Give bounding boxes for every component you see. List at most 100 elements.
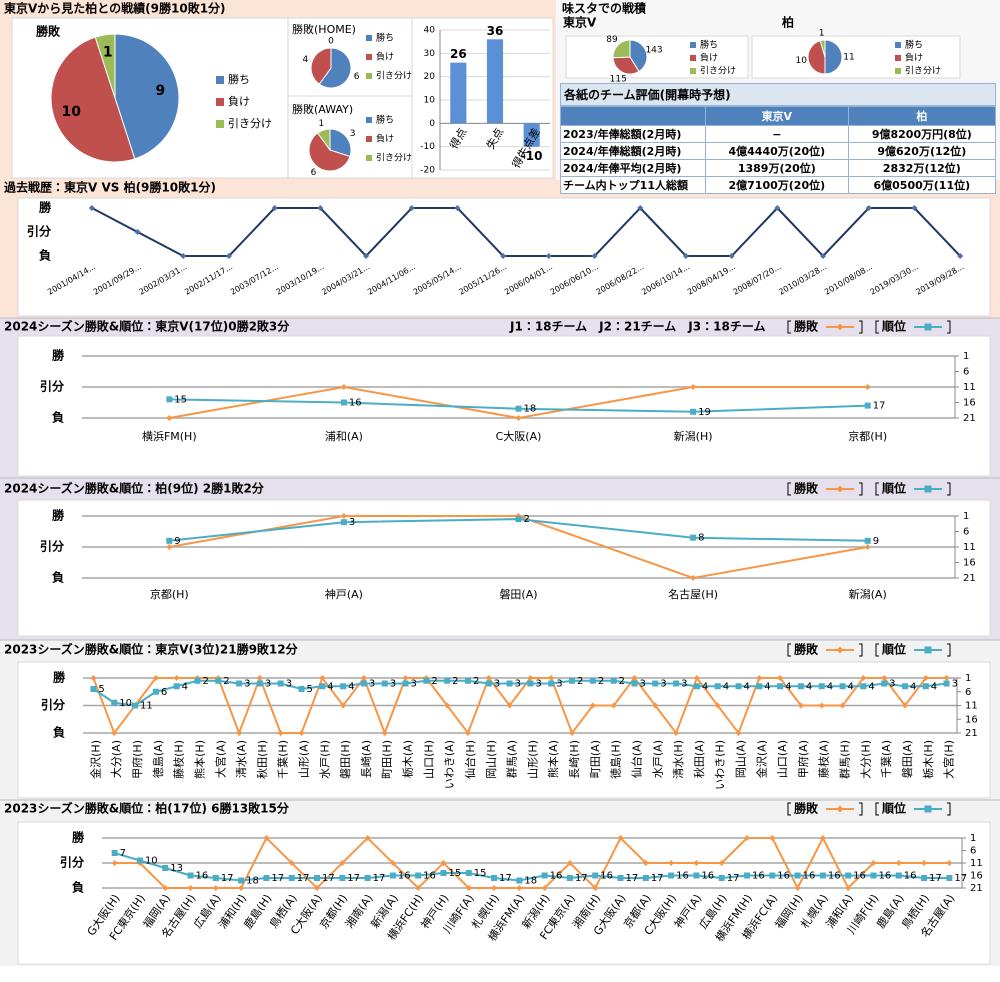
marker	[881, 680, 888, 687]
x-tick-label: 秋田(A)	[692, 740, 706, 778]
marker	[610, 677, 617, 684]
data-label: 15	[448, 868, 461, 879]
marker	[389, 872, 396, 879]
data-label: 2	[202, 676, 208, 687]
marker	[408, 205, 415, 211]
marker	[924, 323, 932, 331]
marker	[152, 688, 159, 695]
data-label: 7	[120, 848, 126, 859]
legend-swatch	[366, 136, 372, 142]
data-label: 17	[373, 873, 386, 884]
y2-tick-label: 1	[963, 351, 969, 362]
annotation: J1：18チーム J2：21チーム J3：18チーム	[509, 320, 765, 334]
marker	[610, 702, 617, 709]
y2-tick-label: 16	[970, 871, 983, 882]
data-label: 3	[349, 517, 355, 528]
legend-bracket	[875, 320, 879, 334]
marker	[735, 730, 742, 736]
legend-swatch	[366, 54, 372, 60]
y-tick-label: 40	[424, 26, 436, 36]
y-tick-label: 勝	[52, 508, 65, 523]
legend-label: 勝ち	[228, 72, 250, 86]
marker	[870, 860, 877, 866]
x-tick-label: C大阪(A)	[496, 429, 542, 443]
data-label: 17	[651, 873, 664, 884]
marker	[465, 885, 472, 891]
x-tick-label: 町田(A)	[589, 740, 602, 778]
marker	[194, 677, 201, 684]
data-label: 3	[681, 679, 687, 690]
chart-box	[287, 17, 413, 97]
legend-label: 勝敗	[794, 319, 819, 334]
marker	[881, 675, 888, 681]
marker	[592, 885, 599, 891]
y2-tick-label: 6	[970, 846, 976, 857]
y2-tick-label: 1	[963, 511, 969, 522]
marker	[360, 680, 367, 687]
legend-label: 勝ち	[376, 32, 394, 44]
data-label: 2	[473, 676, 479, 687]
data-label: 2	[223, 676, 229, 687]
data-label: 16	[752, 871, 765, 882]
legend-label: 順位	[881, 642, 906, 657]
marker	[794, 885, 801, 891]
data-label: 3	[286, 679, 292, 690]
data-label: 16	[423, 871, 436, 882]
x-tick-label: 浦和(A)	[325, 430, 363, 443]
marker	[444, 677, 451, 684]
marker	[485, 675, 492, 681]
marker	[516, 885, 523, 891]
legend-swatch	[366, 155, 372, 161]
legend-swatch	[895, 42, 901, 48]
legend-swatch	[216, 76, 224, 84]
marker	[132, 702, 139, 709]
pie-label: 143	[645, 46, 662, 56]
pie-label: 9	[156, 83, 166, 99]
data-label: 4	[723, 681, 729, 692]
data-label: 4	[848, 681, 854, 692]
marker	[515, 415, 522, 421]
pie-title: 東京V	[563, 15, 597, 30]
marker	[693, 860, 700, 866]
marker	[402, 675, 409, 681]
marker	[516, 877, 523, 884]
x-tick-label: 群馬(H)	[838, 740, 852, 779]
marker	[288, 860, 295, 866]
marker	[911, 205, 918, 211]
marker	[673, 680, 680, 687]
x-tick-label: 岡山(H)	[485, 740, 498, 779]
marker	[173, 675, 180, 681]
legend-swatch	[690, 42, 696, 48]
x-tick-label: 藤枝(H)	[173, 740, 186, 779]
marker	[769, 872, 776, 879]
table-row: 2024/年俸平均(2月時) 1389万(20位) 2832万(12位)	[560, 159, 997, 177]
marker	[166, 537, 173, 544]
x-tick-label: 水戸(A)	[651, 740, 664, 778]
data-label: 5	[98, 684, 104, 695]
y-tick-label: 負	[52, 410, 64, 425]
marker	[922, 683, 929, 690]
data-label: 17	[873, 401, 886, 412]
series-line	[92, 675, 947, 736]
marker	[728, 253, 735, 259]
marker	[682, 253, 689, 259]
x-tick-label: 磐田(A)	[901, 740, 914, 778]
legend-label: 引き分け	[376, 153, 412, 164]
pie-label: 1	[819, 29, 825, 39]
legend-bracket	[875, 482, 879, 496]
marker	[735, 683, 742, 690]
marker	[631, 680, 638, 687]
data-label: 15	[174, 394, 187, 405]
y-tick-label: 負	[52, 570, 64, 585]
pie-slice	[318, 47, 352, 89]
marker	[592, 872, 599, 879]
data-label: 4	[806, 681, 812, 692]
marker	[515, 516, 522, 523]
marker	[298, 686, 305, 692]
data-label: 4	[764, 681, 770, 692]
table-cell: 2億7100万(20位)	[705, 176, 849, 194]
marker	[402, 680, 409, 687]
x-tick-label: 清水(H)	[671, 740, 685, 779]
y2-tick-label: 16	[963, 398, 976, 409]
